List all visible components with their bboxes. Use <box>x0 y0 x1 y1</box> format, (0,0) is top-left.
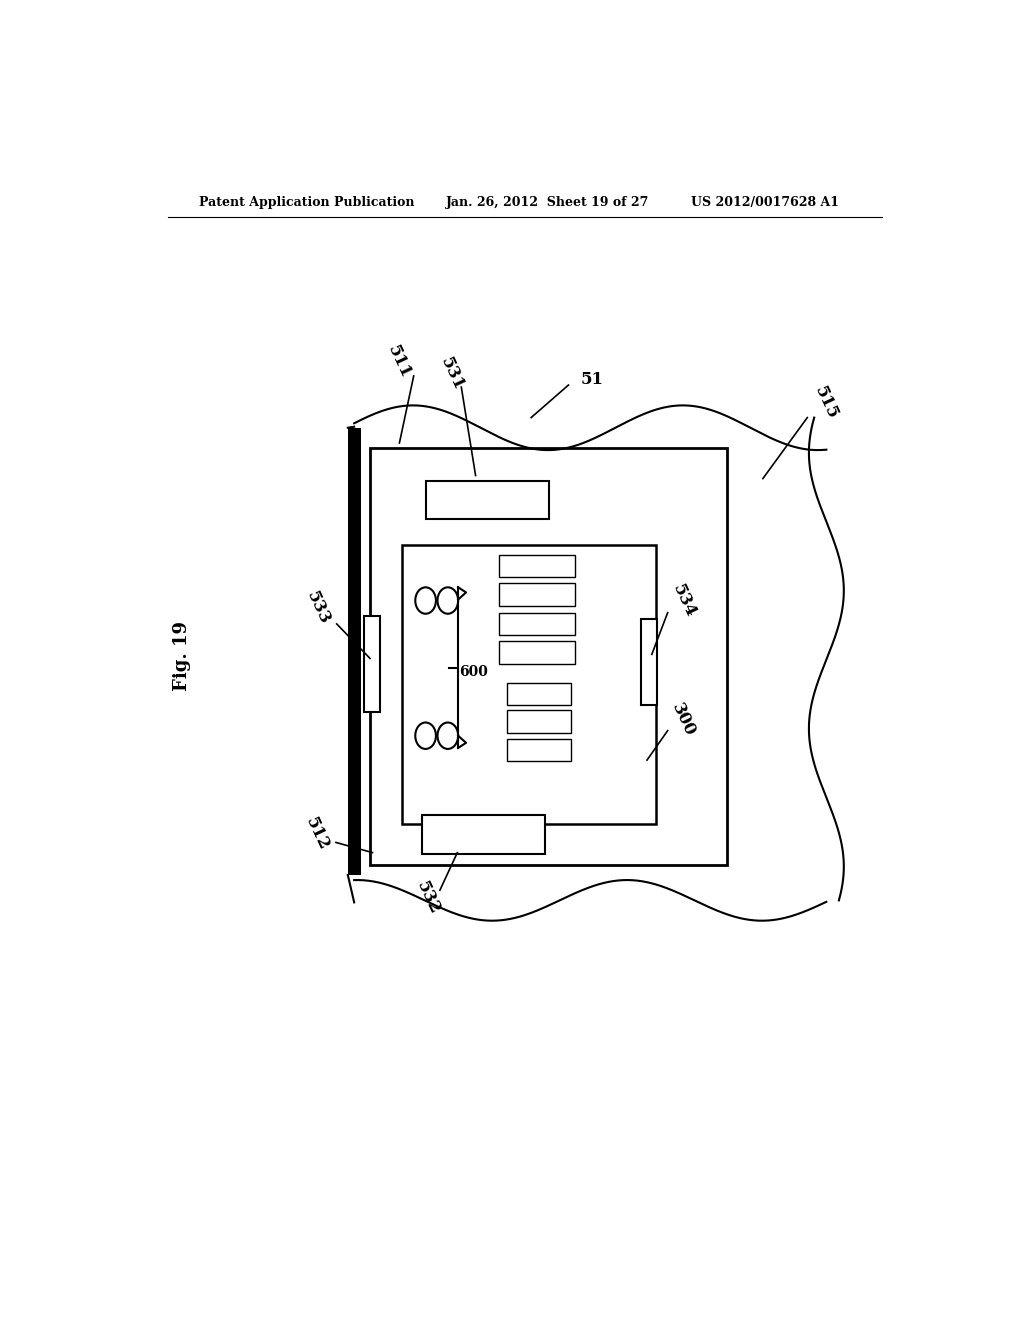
Text: 600: 600 <box>460 665 488 678</box>
Text: 512: 512 <box>302 814 332 853</box>
Bar <box>422 814 545 854</box>
Bar <box>500 583 574 606</box>
Bar <box>507 710 570 733</box>
Bar <box>401 545 655 824</box>
Bar <box>365 615 380 713</box>
Bar <box>500 642 574 664</box>
Text: 515: 515 <box>811 383 842 421</box>
Bar <box>500 554 574 577</box>
Text: 51: 51 <box>581 371 604 388</box>
Text: Fig. 19: Fig. 19 <box>173 622 190 692</box>
Text: US 2012/0017628 A1: US 2012/0017628 A1 <box>691 195 840 209</box>
Bar <box>426 480 549 519</box>
Bar <box>507 682 570 705</box>
Text: Patent Application Publication: Patent Application Publication <box>200 195 415 209</box>
Text: 532: 532 <box>413 879 443 917</box>
Bar <box>500 612 574 635</box>
Text: 300: 300 <box>669 700 698 739</box>
Text: 511: 511 <box>384 342 415 381</box>
Bar <box>370 447 727 865</box>
Bar <box>348 428 360 875</box>
Bar <box>641 619 657 705</box>
Bar <box>507 739 570 762</box>
Text: 534: 534 <box>669 581 698 620</box>
Text: 531: 531 <box>437 355 467 393</box>
Text: Jan. 26, 2012  Sheet 19 of 27: Jan. 26, 2012 Sheet 19 of 27 <box>445 195 649 209</box>
Text: 533: 533 <box>303 589 334 627</box>
